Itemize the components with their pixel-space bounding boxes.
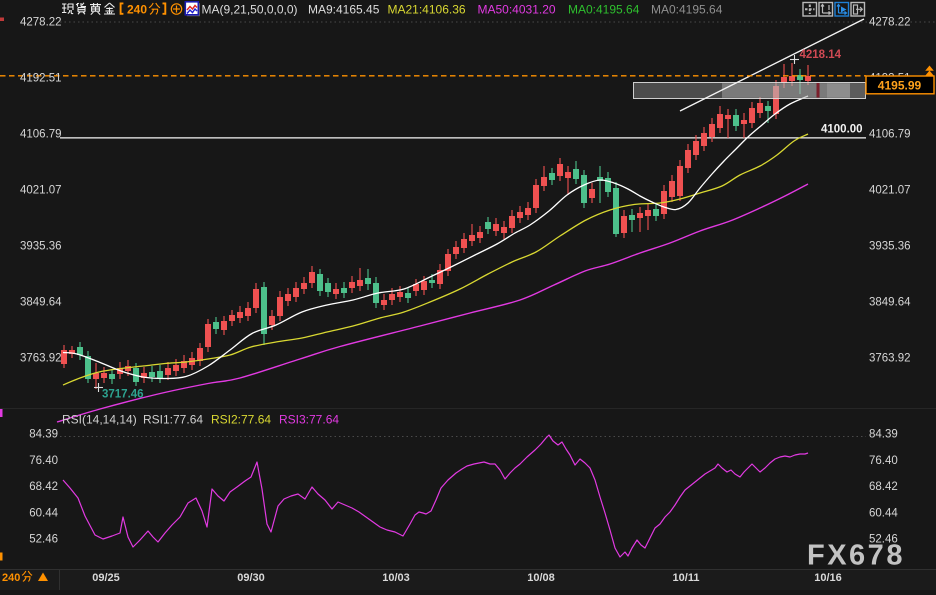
svg-text:84.39: 84.39 [869,429,898,441]
svg-text:MA9:4165.45: MA9:4165.45 [308,3,380,17]
svg-text:3849.64: 3849.64 [20,297,62,309]
svg-text:4278.22: 4278.22 [20,17,62,29]
svg-text:240: 240 [127,3,147,17]
svg-text:52.46: 52.46 [869,534,898,546]
svg-text:4218.14: 4218.14 [800,49,842,61]
svg-text:MA(9,21,50,0,0,0): MA(9,21,50,0,0,0) [202,3,298,17]
svg-text:RSI(14,14,14): RSI(14,14,14) [62,413,137,427]
svg-text:60.44: 60.44 [869,507,898,519]
svg-text:10/03: 10/03 [382,572,410,584]
svg-text:10/16: 10/16 [814,572,842,584]
svg-text:68.42: 68.42 [29,481,58,493]
svg-text:76.40: 76.40 [869,455,898,467]
svg-text:4100.00: 4100.00 [821,124,863,136]
svg-text:4195.99: 4195.99 [878,79,922,93]
svg-text:RSI1:77.64: RSI1:77.64 [143,413,203,427]
svg-text:FX678: FX678 [807,540,905,572]
svg-text:68.42: 68.42 [869,481,898,493]
svg-text:4021.07: 4021.07 [20,185,62,197]
svg-text:09/30: 09/30 [237,572,265,584]
svg-text:4106.79: 4106.79 [20,129,62,141]
svg-text:3763.92: 3763.92 [869,353,911,365]
svg-text:MA50:4031.20: MA50:4031.20 [478,3,556,17]
svg-text:MA0:4195.64: MA0:4195.64 [651,3,723,17]
svg-text:84.39: 84.39 [29,429,58,441]
svg-text:10/11: 10/11 [673,572,700,584]
svg-text:3763.92: 3763.92 [20,353,62,365]
svg-text:4278.22: 4278.22 [869,17,911,29]
svg-text:4106.79: 4106.79 [869,129,911,141]
svg-text:240: 240 [2,572,20,584]
svg-text:4021.07: 4021.07 [869,185,911,197]
svg-text:RSI3:77.64: RSI3:77.64 [279,413,339,427]
svg-text:MA21:4106.36: MA21:4106.36 [388,3,466,17]
svg-text:3935.36: 3935.36 [20,241,62,253]
svg-text:60.44: 60.44 [29,507,58,519]
svg-text:3849.64: 3849.64 [869,297,911,309]
svg-text:3717.46: 3717.46 [102,389,144,401]
svg-text:MA0:4195.64: MA0:4195.64 [568,3,640,17]
svg-text:3935.36: 3935.36 [869,241,911,253]
svg-text:RSI2:77.64: RSI2:77.64 [211,413,271,427]
svg-text:09/25: 09/25 [92,572,120,584]
svg-text:4192.51: 4192.51 [20,73,62,85]
svg-text:76.40: 76.40 [29,455,58,467]
svg-text:52.46: 52.46 [29,534,58,546]
svg-text:10/08: 10/08 [527,572,555,584]
